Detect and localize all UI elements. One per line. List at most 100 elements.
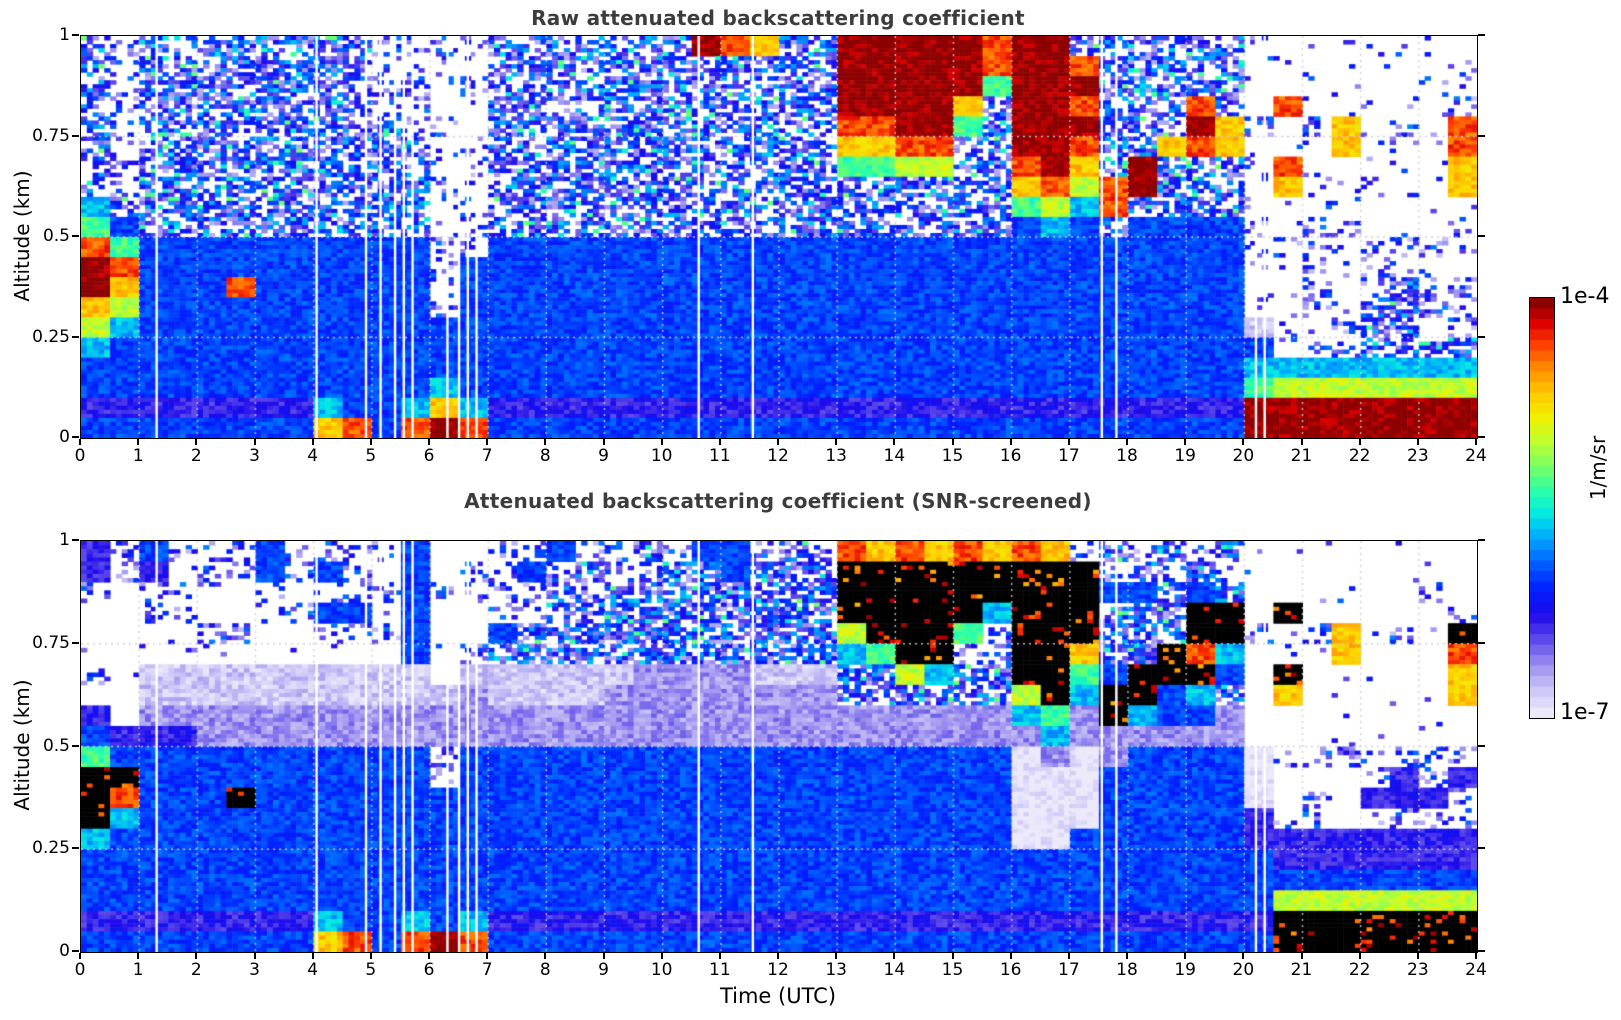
x-tick-label: 15	[941, 960, 964, 980]
y-tick-right	[1478, 436, 1485, 438]
x-tick	[428, 439, 430, 445]
y-tick-right	[1478, 744, 1485, 747]
x-tick-label: 11	[709, 446, 731, 466]
x-tick-label: 22	[1348, 960, 1371, 980]
x-tick	[253, 439, 256, 445]
x-tick-label: 5	[365, 960, 377, 980]
x-tick	[1475, 439, 1477, 445]
x-tick	[544, 439, 547, 445]
x-tick-label: 23	[1407, 446, 1429, 466]
x-tick	[718, 439, 721, 445]
x-tick-label: 6	[423, 446, 435, 466]
x-tick	[1184, 439, 1187, 445]
y-tick-right	[1478, 335, 1485, 338]
x-tick-label: 9	[598, 960, 609, 980]
y-tick	[72, 641, 79, 644]
x-tick	[369, 953, 372, 959]
x-tick-label: 16	[999, 960, 1022, 980]
x-tick	[369, 439, 372, 445]
y-tick	[72, 34, 79, 36]
x-tick-label: 21	[1290, 960, 1313, 980]
x-tick-label: 20	[1232, 446, 1255, 466]
x-tick-label: 4	[307, 960, 319, 980]
x-tick	[1416, 953, 1419, 959]
x-tick-label: 1	[132, 960, 144, 980]
x-tick	[1009, 953, 1012, 959]
x-axis-label: Time (UTC)	[719, 984, 837, 1008]
x-tick	[486, 953, 489, 959]
x-tick-label: 18	[1116, 446, 1138, 466]
x-tick	[79, 439, 81, 445]
x-tick-label: 14	[883, 960, 906, 980]
y-tick-right	[1478, 134, 1485, 137]
x-tick	[893, 439, 896, 445]
colorbar	[1529, 297, 1555, 719]
x-tick-label: 11	[709, 960, 731, 980]
x-tick-label: 24	[1465, 960, 1487, 980]
x-tick	[1126, 439, 1128, 445]
x-tick	[1358, 439, 1361, 445]
y-tick-label: 0.75	[32, 632, 70, 653]
x-tick-label: 13	[825, 446, 847, 466]
x-tick-label: 6	[423, 960, 435, 980]
x-tick	[1009, 439, 1012, 445]
y-tick-right	[1478, 539, 1485, 541]
x-tick-label: 1	[132, 446, 144, 466]
x-tick-label: 8	[539, 446, 551, 466]
x-tick	[1475, 953, 1477, 959]
x-tick	[1242, 439, 1245, 445]
y-tick	[72, 744, 79, 747]
x-tick-label: 19	[1174, 446, 1196, 466]
x-tick-label: 9	[598, 446, 609, 466]
x-tick-label: 21	[1290, 446, 1313, 466]
x-tick	[195, 953, 198, 959]
x-tick-label: 23	[1407, 960, 1429, 980]
x-tick-label: 5	[365, 446, 377, 466]
x-tick-label: 12	[767, 960, 789, 980]
x-tick	[1184, 953, 1187, 959]
x-tick-label: 17	[1058, 446, 1080, 466]
y-tick-right	[1478, 847, 1485, 850]
y-tick	[72, 539, 79, 541]
x-tick-label: 12	[767, 446, 789, 466]
x-tick	[1358, 953, 1361, 959]
x-tick-label: 17	[1058, 960, 1080, 980]
y-tick-label: 0.5	[42, 735, 70, 756]
x-tick	[777, 439, 779, 445]
y-tick-label: 0.5	[42, 226, 70, 246]
x-tick-label: 10	[650, 960, 673, 980]
y-tick-label: 0	[59, 427, 70, 447]
x-tick	[1067, 953, 1070, 959]
x-tick	[835, 953, 838, 959]
x-tick	[1416, 439, 1419, 445]
x-tick	[311, 953, 314, 959]
y-tick-label: 0.25	[32, 326, 70, 347]
y-tick	[72, 235, 79, 237]
x-tick-label: 14	[883, 446, 906, 466]
x-tick	[951, 439, 954, 445]
y-tick-label: 0	[59, 941, 70, 961]
colorbar-min-label: 1e-7	[1560, 700, 1610, 725]
x-tick	[428, 953, 430, 959]
y-tick-label: 0.25	[32, 838, 70, 859]
x-tick	[253, 953, 256, 959]
screened-panel-title: Attenuated backscattering coefficient (S…	[464, 489, 1092, 513]
x-tick-label: 16	[999, 446, 1022, 466]
x-tick	[893, 953, 896, 959]
x-tick-label: 0	[74, 446, 86, 466]
x-tick	[1300, 439, 1303, 445]
x-tick	[137, 953, 140, 959]
y-tick-right	[1478, 34, 1485, 36]
y-tick	[72, 847, 79, 850]
x-tick-label: 7	[481, 960, 493, 980]
x-tick	[660, 439, 663, 445]
y-tick-label: 1	[59, 25, 70, 45]
x-tick	[1126, 953, 1128, 959]
y-tick	[72, 950, 79, 952]
x-tick-label: 3	[249, 446, 260, 466]
x-tick	[544, 953, 547, 959]
y-tick	[72, 335, 79, 338]
x-tick	[1242, 953, 1245, 959]
x-tick-label: 2	[190, 960, 202, 980]
x-tick-label: 2	[190, 446, 202, 466]
